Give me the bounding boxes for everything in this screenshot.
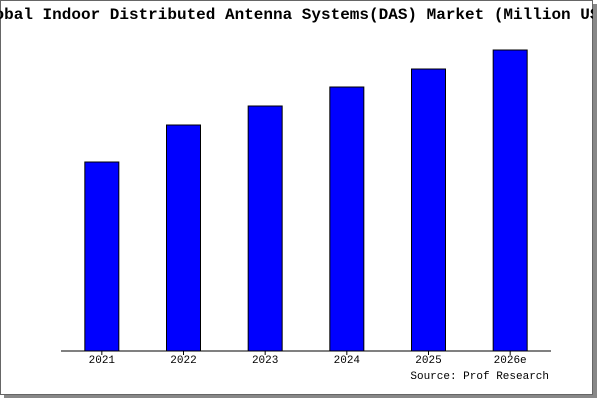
x-tick-label: 2026e — [494, 355, 527, 367]
x-tick-label: 2025 — [415, 355, 441, 367]
bar — [166, 124, 201, 352]
source-note: Source: Prof Research — [410, 371, 549, 383]
bar — [492, 49, 528, 352]
x-tick-label: 2022 — [170, 355, 196, 367]
x-tick-label: 2024 — [334, 355, 361, 367]
x-tick-label: 2021 — [89, 355, 116, 367]
x-tick-label: 2023 — [252, 355, 278, 367]
bar — [247, 105, 283, 352]
bar — [84, 161, 120, 352]
bar — [411, 68, 446, 352]
bar — [329, 86, 365, 352]
chart-title: Global Indoor Distributed Antenna System… — [0, 6, 600, 24]
